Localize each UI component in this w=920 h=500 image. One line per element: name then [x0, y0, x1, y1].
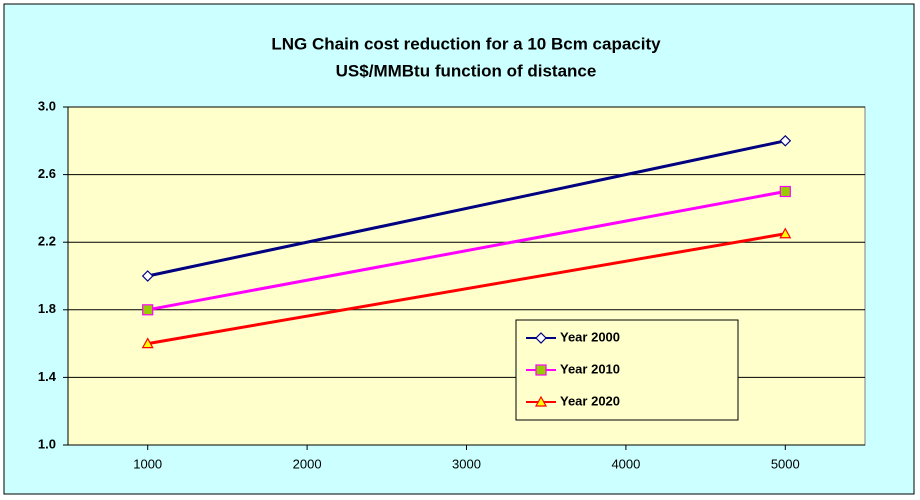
chart-title: LNG Chain cost reduction for a 10 Bcm ca… — [271, 34, 661, 53]
x-tick-label: 2000 — [293, 456, 322, 471]
y-tick-label: 2.2 — [38, 234, 56, 249]
legend-label: Year 2000 — [560, 329, 620, 344]
y-tick-label: 1.0 — [38, 436, 56, 451]
y-tick-label: 3.0 — [38, 98, 56, 113]
chart-subtitle: US$/MMBtu function of distance — [336, 61, 597, 80]
series-line — [147, 190, 786, 312]
legend-marker — [534, 395, 548, 407]
legend-marker — [535, 364, 547, 376]
data-point — [141, 270, 154, 282]
series-line — [147, 232, 786, 346]
legend-label: Year 2010 — [560, 361, 620, 376]
series-line — [147, 139, 786, 278]
data-point — [779, 134, 792, 147]
legend-marker — [535, 332, 547, 344]
legend-label: Year 2020 — [560, 393, 620, 408]
data-point — [141, 337, 154, 349]
y-tick-label: 1.8 — [38, 301, 56, 316]
data-point — [142, 304, 154, 316]
plot-area — [67, 106, 866, 446]
x-tick-label: 3000 — [452, 456, 481, 471]
x-tick-label: 1000 — [133, 456, 162, 471]
data-point — [779, 185, 791, 198]
y-tick-label: 2.6 — [38, 166, 56, 181]
x-tick-label: 5000 — [771, 456, 800, 471]
data-point — [779, 227, 792, 239]
x-tick-label: 4000 — [611, 456, 640, 471]
y-tick-label: 1.4 — [38, 369, 57, 384]
